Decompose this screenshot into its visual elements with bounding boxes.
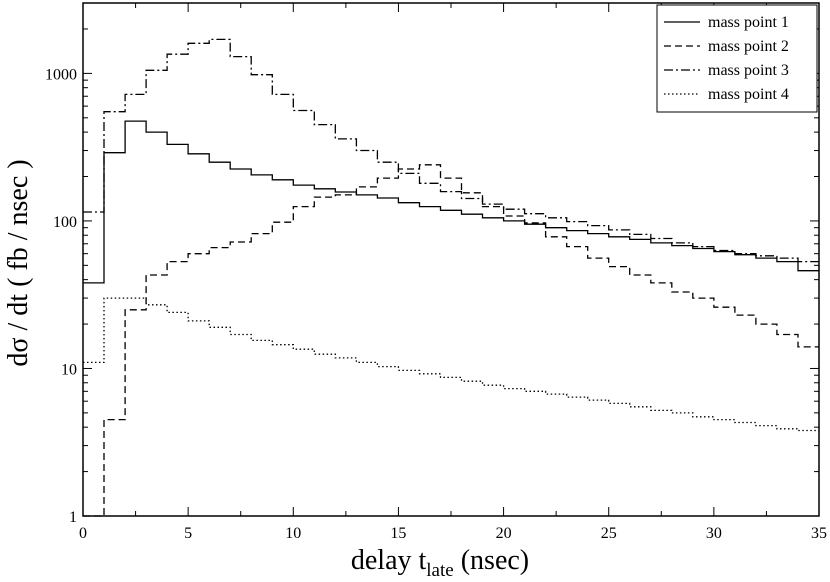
x-tick-label: 15 [390, 525, 406, 542]
legend-label: mass point 3 [708, 62, 789, 79]
y-tick-label: 1000 [45, 66, 77, 83]
series-line-2 [83, 164, 819, 517]
y-tick-label: 100 [53, 214, 77, 231]
x-tick-label: 0 [79, 525, 87, 542]
legend-label: mass point 1 [708, 14, 789, 31]
x-axis-title-subscript: late [426, 560, 453, 581]
y-tick-label: 1 [69, 509, 77, 526]
legend-label: mass point 2 [708, 38, 789, 55]
series-line-1 [83, 120, 819, 284]
series-layer [83, 38, 819, 517]
ticks-layer: 0 5 10 15 20 25 30 35 1 10 100 1000 [45, 2, 827, 542]
x-axis-title-main: delay t [351, 545, 427, 576]
legend-box [656, 4, 818, 113]
x-tick-label: 25 [601, 525, 617, 542]
series-line-3 [83, 38, 819, 263]
y-axis-title: dσ / dt ( fb / nsec ) [3, 159, 34, 366]
legend-label: mass point 4 [708, 86, 789, 103]
x-tick-label: 10 [285, 525, 301, 542]
x-tick-label: 35 [811, 525, 827, 542]
x-tick-label: 30 [706, 525, 722, 542]
series-line-4 [83, 297, 819, 432]
y-tick-label: 10 [61, 361, 77, 378]
legend: mass point 1 mass point 2 mass point 3 mass… [656, 4, 818, 113]
x-tick-label: 20 [496, 525, 512, 542]
x-tick-label: 5 [184, 525, 192, 542]
x-axis-title: delay tlate (nsec) [351, 545, 529, 581]
x-axis-title-unit: (nsec) [454, 545, 529, 576]
